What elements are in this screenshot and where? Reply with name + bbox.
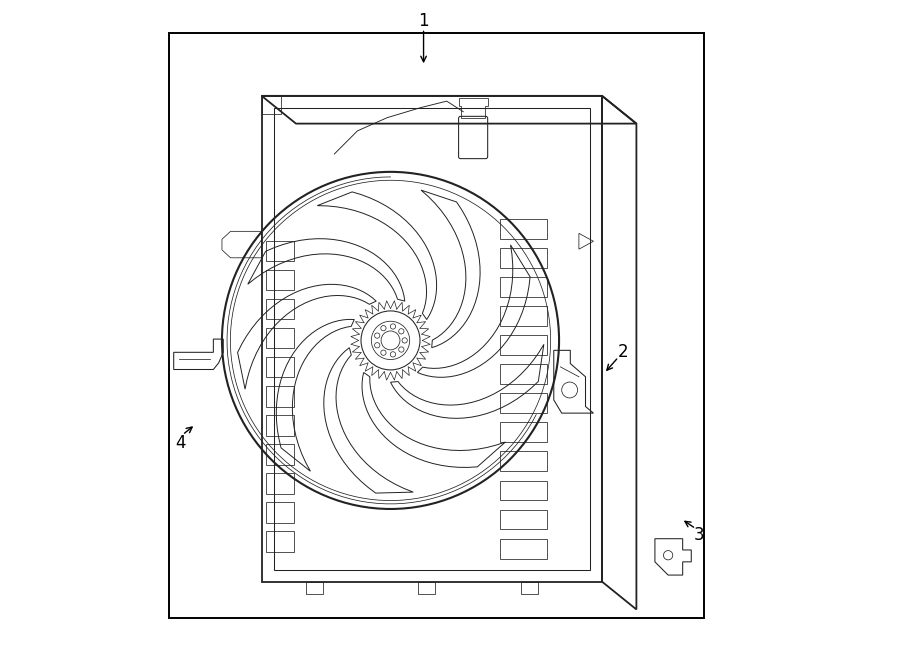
- Bar: [169, 33, 705, 618]
- Text: 4: 4: [176, 434, 186, 452]
- Text: 2: 2: [618, 342, 628, 361]
- Text: 3: 3: [694, 526, 705, 545]
- Text: 1: 1: [418, 12, 429, 30]
